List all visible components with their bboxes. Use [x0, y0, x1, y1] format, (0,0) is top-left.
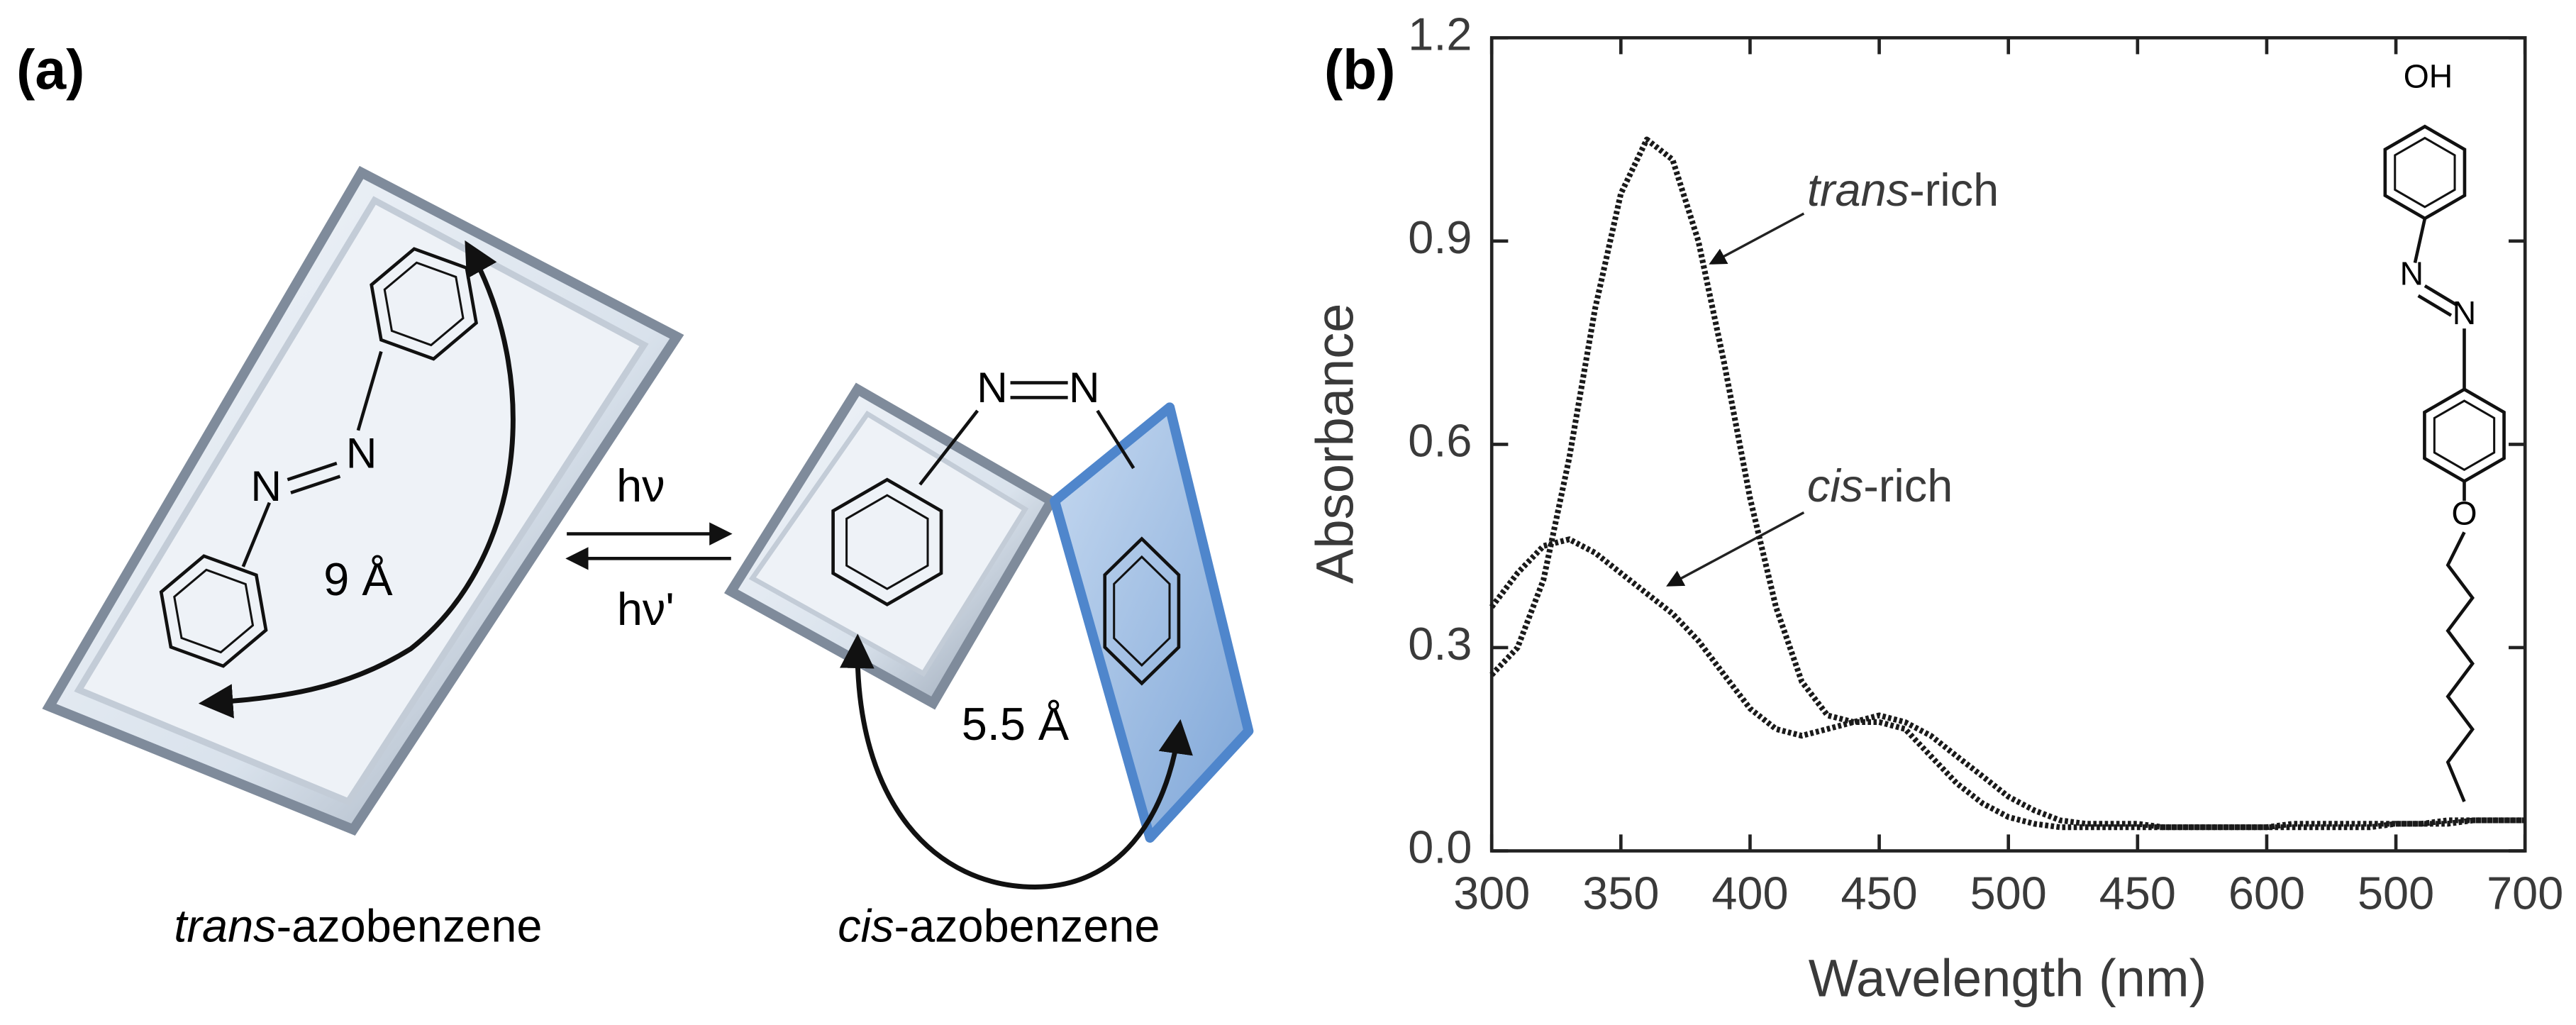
panel-label: (a)	[16, 38, 84, 101]
series-line	[1489, 536, 2526, 831]
y-tick-label: 0.9	[1408, 211, 1472, 263]
annotation-arrow	[1666, 511, 1805, 587]
atom: N	[1069, 363, 1099, 411]
name-italic: trans	[174, 900, 276, 952]
x-tick-label: 600	[2228, 868, 2305, 919]
x-tick-label: 450	[1841, 868, 1917, 919]
light-label: hν'	[617, 583, 674, 635]
y-tick-label: 0.0	[1408, 821, 1472, 873]
name-rest: -azobenzene	[277, 900, 543, 952]
x-axis-label: Wavelength (nm)	[1809, 948, 2207, 1007]
bond	[2413, 218, 2427, 264]
benzene-ring	[831, 477, 943, 606]
molecule-name: cis-azobenzene	[838, 900, 1160, 952]
distance-arrow	[198, 240, 516, 719]
alkyl-chain	[2445, 531, 2475, 802]
benzene-inner	[2433, 399, 2496, 472]
name-italic: cis	[838, 900, 894, 952]
benzene-inner	[845, 494, 929, 590]
y-tick-label: 1.2	[1408, 8, 1472, 60]
y-tick-label: 0.3	[1408, 618, 1472, 670]
distance-arrow	[840, 633, 1193, 890]
atom: N	[2400, 255, 2424, 292]
distance-label: 5.5 Å	[962, 698, 1070, 750]
benzene-ring	[2423, 387, 2506, 484]
x-tick-label: 300	[1453, 868, 1530, 919]
atom: OH	[2404, 57, 2453, 94]
bond	[1096, 409, 1136, 470]
x-tick-label: 350	[1582, 868, 1659, 919]
y-tick-label: 0.6	[1408, 415, 1472, 467]
x-tick-label: 450	[2099, 868, 2176, 919]
atom: N	[977, 363, 1007, 411]
x-tick-label: 700	[2487, 868, 2563, 919]
distance-label: 9 Å	[323, 553, 393, 605]
atom: N	[2453, 294, 2476, 331]
plot-frame	[1489, 35, 2527, 853]
series-line	[1489, 136, 2526, 831]
y-axis-label: Absorbance	[1305, 304, 1364, 584]
bond	[2417, 294, 2453, 317]
light-label: hν	[616, 460, 665, 511]
annotation-italic: cis	[1807, 460, 1863, 511]
atom: O	[2451, 494, 2477, 531]
x-tick-label: 500	[2358, 868, 2434, 919]
name-rest: -azobenzene	[894, 900, 1160, 952]
blue-plate	[1050, 402, 1254, 843]
bond	[918, 409, 979, 486]
annotation-text: -rich	[1863, 460, 1953, 511]
panel-label: (b)	[1324, 38, 1396, 101]
annotation-text: -rich	[1909, 164, 1999, 216]
atom: N	[250, 462, 281, 510]
benzene-ring	[2383, 124, 2467, 221]
annotation: cis-rich	[1807, 460, 1953, 511]
annotation-italic: trans	[1807, 164, 1909, 216]
benzene-inner	[2394, 136, 2456, 209]
cis-plate-top	[748, 410, 1029, 677]
annotation-arrow	[1709, 212, 1805, 265]
x-tick-label: 500	[1970, 868, 2047, 919]
atom: N	[346, 429, 377, 477]
annotation: trans-rich	[1807, 164, 1999, 216]
molecule-name: trans-azobenzene	[174, 900, 542, 952]
x-tick-label: 400	[1711, 868, 1788, 919]
bond	[2424, 284, 2459, 307]
